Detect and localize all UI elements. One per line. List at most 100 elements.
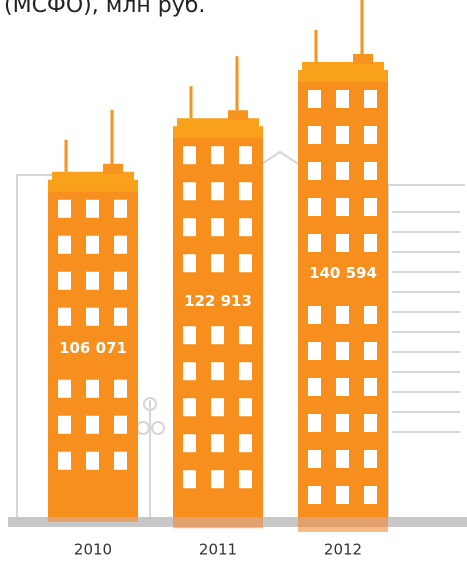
tile (233, 498, 263, 528)
x-tick-label: 2011 (199, 541, 237, 559)
window (86, 272, 99, 290)
window (364, 414, 377, 432)
tile (48, 492, 78, 522)
window (364, 162, 377, 180)
x-tick-label: 2010 (74, 541, 112, 559)
window (364, 90, 377, 108)
window (211, 254, 224, 272)
window (336, 198, 349, 216)
window (183, 218, 196, 236)
window (58, 452, 71, 470)
window (211, 218, 224, 236)
window (239, 434, 252, 452)
roof (353, 54, 373, 64)
window (364, 342, 377, 360)
window (86, 236, 99, 254)
window (183, 470, 196, 488)
value-label: 106 071 (59, 339, 127, 357)
value-label: 122 913 (184, 292, 252, 310)
window (239, 182, 252, 200)
window (308, 414, 321, 432)
tile (173, 498, 203, 528)
window (211, 398, 224, 416)
tile (298, 502, 328, 532)
window (239, 398, 252, 416)
window (336, 126, 349, 144)
window (58, 416, 71, 434)
window (364, 378, 377, 396)
window (183, 362, 196, 380)
window (239, 254, 252, 272)
bg-building (260, 152, 300, 520)
tile (328, 502, 358, 532)
window (114, 200, 127, 218)
window (308, 378, 321, 396)
window (183, 398, 196, 416)
tile (358, 502, 388, 532)
window (211, 470, 224, 488)
window (336, 306, 349, 324)
plot-area: 106 071 2010 122 913 2011 140 594 2012 (48, 0, 388, 559)
window (364, 450, 377, 468)
window (336, 414, 349, 432)
chart-title: (МСФО), млн руб. (4, 0, 205, 18)
window (211, 146, 224, 164)
window (114, 308, 127, 326)
window (114, 452, 127, 470)
window (239, 470, 252, 488)
tile (203, 498, 233, 528)
roof (228, 110, 248, 120)
window (86, 308, 99, 326)
window (183, 254, 196, 272)
window (211, 182, 224, 200)
window (58, 200, 71, 218)
window (364, 126, 377, 144)
window (336, 450, 349, 468)
chart: (МСФО), млн руб. 106 0712010122 91320111… (0, 0, 467, 563)
window (183, 182, 196, 200)
window (86, 416, 99, 434)
window (58, 236, 71, 254)
window (114, 236, 127, 254)
window (336, 162, 349, 180)
window (308, 450, 321, 468)
window (336, 342, 349, 360)
window (336, 234, 349, 252)
window (308, 198, 321, 216)
window (308, 306, 321, 324)
window (308, 486, 321, 504)
window (58, 308, 71, 326)
window (211, 434, 224, 452)
window (86, 200, 99, 218)
bg-stripes (392, 212, 460, 432)
window (308, 126, 321, 144)
window (364, 198, 377, 216)
window (364, 486, 377, 504)
window (336, 90, 349, 108)
window (336, 378, 349, 396)
window (211, 326, 224, 344)
window (211, 362, 224, 380)
window (308, 234, 321, 252)
window (308, 342, 321, 360)
window (114, 380, 127, 398)
window (364, 234, 377, 252)
value-label: 140 594 (309, 264, 377, 282)
tile (78, 492, 108, 522)
window (239, 146, 252, 164)
window (336, 486, 349, 504)
window (239, 218, 252, 236)
window (239, 326, 252, 344)
lamp (137, 398, 164, 520)
x-tick-label: 2012 (324, 541, 362, 559)
window (58, 380, 71, 398)
window (86, 452, 99, 470)
tile (108, 492, 138, 522)
roof (103, 164, 123, 174)
window (114, 416, 127, 434)
window (364, 306, 377, 324)
window (183, 146, 196, 164)
window (86, 380, 99, 398)
window (183, 434, 196, 452)
window (58, 272, 71, 290)
